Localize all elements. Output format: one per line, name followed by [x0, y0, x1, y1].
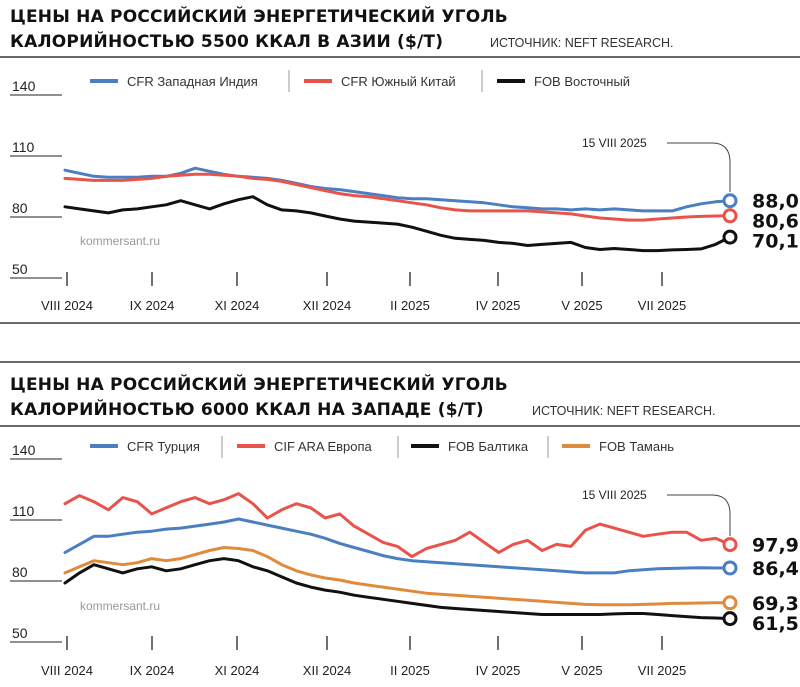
chart-2-line-series-a [63, 517, 732, 575]
chart-2-x-tick-label: IX 2024 [130, 663, 175, 678]
chart-1-annotation-leader [667, 142, 731, 192]
chart-1-x-tick-label: II 2025 [390, 298, 430, 313]
chart-1-legend-cfr-west-india: CFR Западная Индия [127, 74, 258, 89]
chart-west: ЦЕНЫ НА РОССИЙСКИЙ ЭНЕРГЕТИЧЕСКИЙ УГОЛЬ … [0, 322, 800, 678]
chart-1-x-tick-label: VIII 2024 [41, 298, 93, 313]
chart-1-series-lines [63, 166, 738, 253]
chart-2-annotation-leader [667, 494, 731, 536]
chart-2-x-axis: VIII 2024 IX 2024 XI 2024 XII 2024 II 2025 IV… [41, 636, 686, 678]
chart-1-end-labels: 88,080,670,1 [752, 191, 799, 253]
chart-1-x-tick-label: VII 2025 [638, 298, 686, 313]
chart-1-end-label-series-a: 88,0 [752, 191, 799, 213]
chart-2-legend-cif-ara: CIF ARA Европа [274, 439, 373, 454]
chart-1-legend-fob-east: FOB Восточный [534, 74, 630, 89]
chart-1-ytick-80: 80 [12, 200, 28, 216]
chart-2-endpoint-series-d [722, 595, 738, 611]
chart-2-endpoint-series-c [722, 611, 738, 627]
chart-1-ytick-110: 110 [12, 139, 35, 155]
chart-2-end-label-series-d: 69,3 [752, 593, 799, 615]
chart-2-endpoint-series-b [722, 537, 738, 553]
chart-2-line-series-d [63, 546, 732, 607]
chart-1-line-series-b [63, 172, 732, 222]
chart-2-watermark: kommersant.ru [80, 599, 160, 613]
chart-2-line-series-b [63, 492, 732, 559]
chart-2-legend-cfr-turkey: CFR Турция [127, 439, 200, 454]
chart-2-end-label-series-b: 97,9 [752, 535, 799, 557]
chart-1-x-tick-label: IX 2024 [130, 298, 175, 313]
chart-2-ytick-110: 110 [12, 503, 35, 519]
chart-2-legend-fob-taman: FOB Тамань [599, 439, 674, 454]
chart-1-annotation: 15 VIII 2025 [582, 136, 647, 150]
chart-asia: ЦЕНЫ НА РОССИЙСКИЙ ЭНЕРГЕТИЧЕСКИЙ УГОЛЬ … [0, 5, 800, 313]
chart-1-end-label-series-b: 80,6 [752, 211, 799, 233]
chart-1-legend-cfr-south-china: CFR Южный Китай [341, 74, 456, 89]
chart-1-subtitle: КАЛОРИЙНОСТЬЮ 5500 ККАЛ В АЗИИ ($/Т) [10, 30, 443, 52]
chart-1-ytick-50: 50 [12, 261, 28, 277]
chart-2-ytick-50: 50 [12, 625, 28, 641]
chart-2-annotation: 15 VIII 2025 [582, 488, 647, 502]
chart-1-x-axis: VIII 2024 IX 2024 XI 2024 XII 2024 II 2025 IV… [41, 272, 686, 313]
chart-1-endpoint-series-a [722, 193, 738, 209]
chart-1-x-tick-label: XII 2024 [303, 298, 351, 313]
chart-2-ytick-140: 140 [12, 442, 36, 458]
chart-1-line-series-c [63, 195, 732, 253]
chart-1-x-tick-label: V 2025 [561, 298, 602, 313]
chart-2-x-tick-label: VII 2025 [638, 663, 686, 678]
chart-2-x-tick-label: VIII 2024 [41, 663, 93, 678]
chart-1-x-tick-label: XI 2024 [215, 298, 260, 313]
chart-1-title: ЦЕНЫ НА РОССИЙСКИЙ ЭНЕРГЕТИЧЕСКИЙ УГОЛЬ [10, 5, 508, 27]
chart-1-ytick-140: 140 [12, 78, 36, 94]
chart-2-series-lines [63, 492, 738, 627]
chart-2-legend: CFR Турция CIF ARA Европа FOB Балтика FO… [90, 436, 674, 458]
chart-2-title: ЦЕНЫ НА РОССИЙСКИЙ ЭНЕРГЕТИЧЕСКИЙ УГОЛЬ [10, 373, 508, 395]
chart-2-ytick-80: 80 [12, 564, 28, 580]
chart-2-line-series-c [63, 557, 732, 621]
chart-2-end-labels: 97,986,4 69,361,5 [752, 535, 799, 635]
chart-2-subtitle: КАЛОРИЙНОСТЬЮ 6000 ККАЛ НА ЗАПАДЕ ($/Т) [10, 398, 484, 420]
chart-2-source: ИСТОЧНИК: NEFT RESEARCH. [532, 404, 716, 418]
chart-2-end-label-series-a: 86,4 [752, 558, 799, 580]
chart-1-endpoint-series-c [722, 229, 738, 245]
chart-2-x-tick-label: II 2025 [390, 663, 430, 678]
chart-2-endpoint-series-a [722, 560, 738, 576]
chart-1-x-tick-label: IV 2025 [476, 298, 521, 313]
chart-2-x-tick-label: V 2025 [561, 663, 602, 678]
chart-1-source: ИСТОЧНИК: NEFT RESEARCH. [490, 36, 674, 50]
chart-1-watermark: kommersant.ru [80, 234, 160, 248]
chart-2-x-tick-label: XII 2024 [303, 663, 351, 678]
chart-1-legend: CFR Западная Индия CFR Южный Китай FOB В… [90, 70, 630, 92]
chart-2-x-tick-label: IV 2025 [476, 663, 521, 678]
chart-1-endpoint-series-b [722, 208, 738, 224]
chart-2-end-label-series-c: 61,5 [752, 613, 799, 635]
chart-1-end-label-series-c: 70,1 [752, 231, 799, 253]
chart-2-x-tick-label: XI 2024 [215, 663, 260, 678]
chart-2-legend-fob-baltic: FOB Балтика [448, 439, 529, 454]
